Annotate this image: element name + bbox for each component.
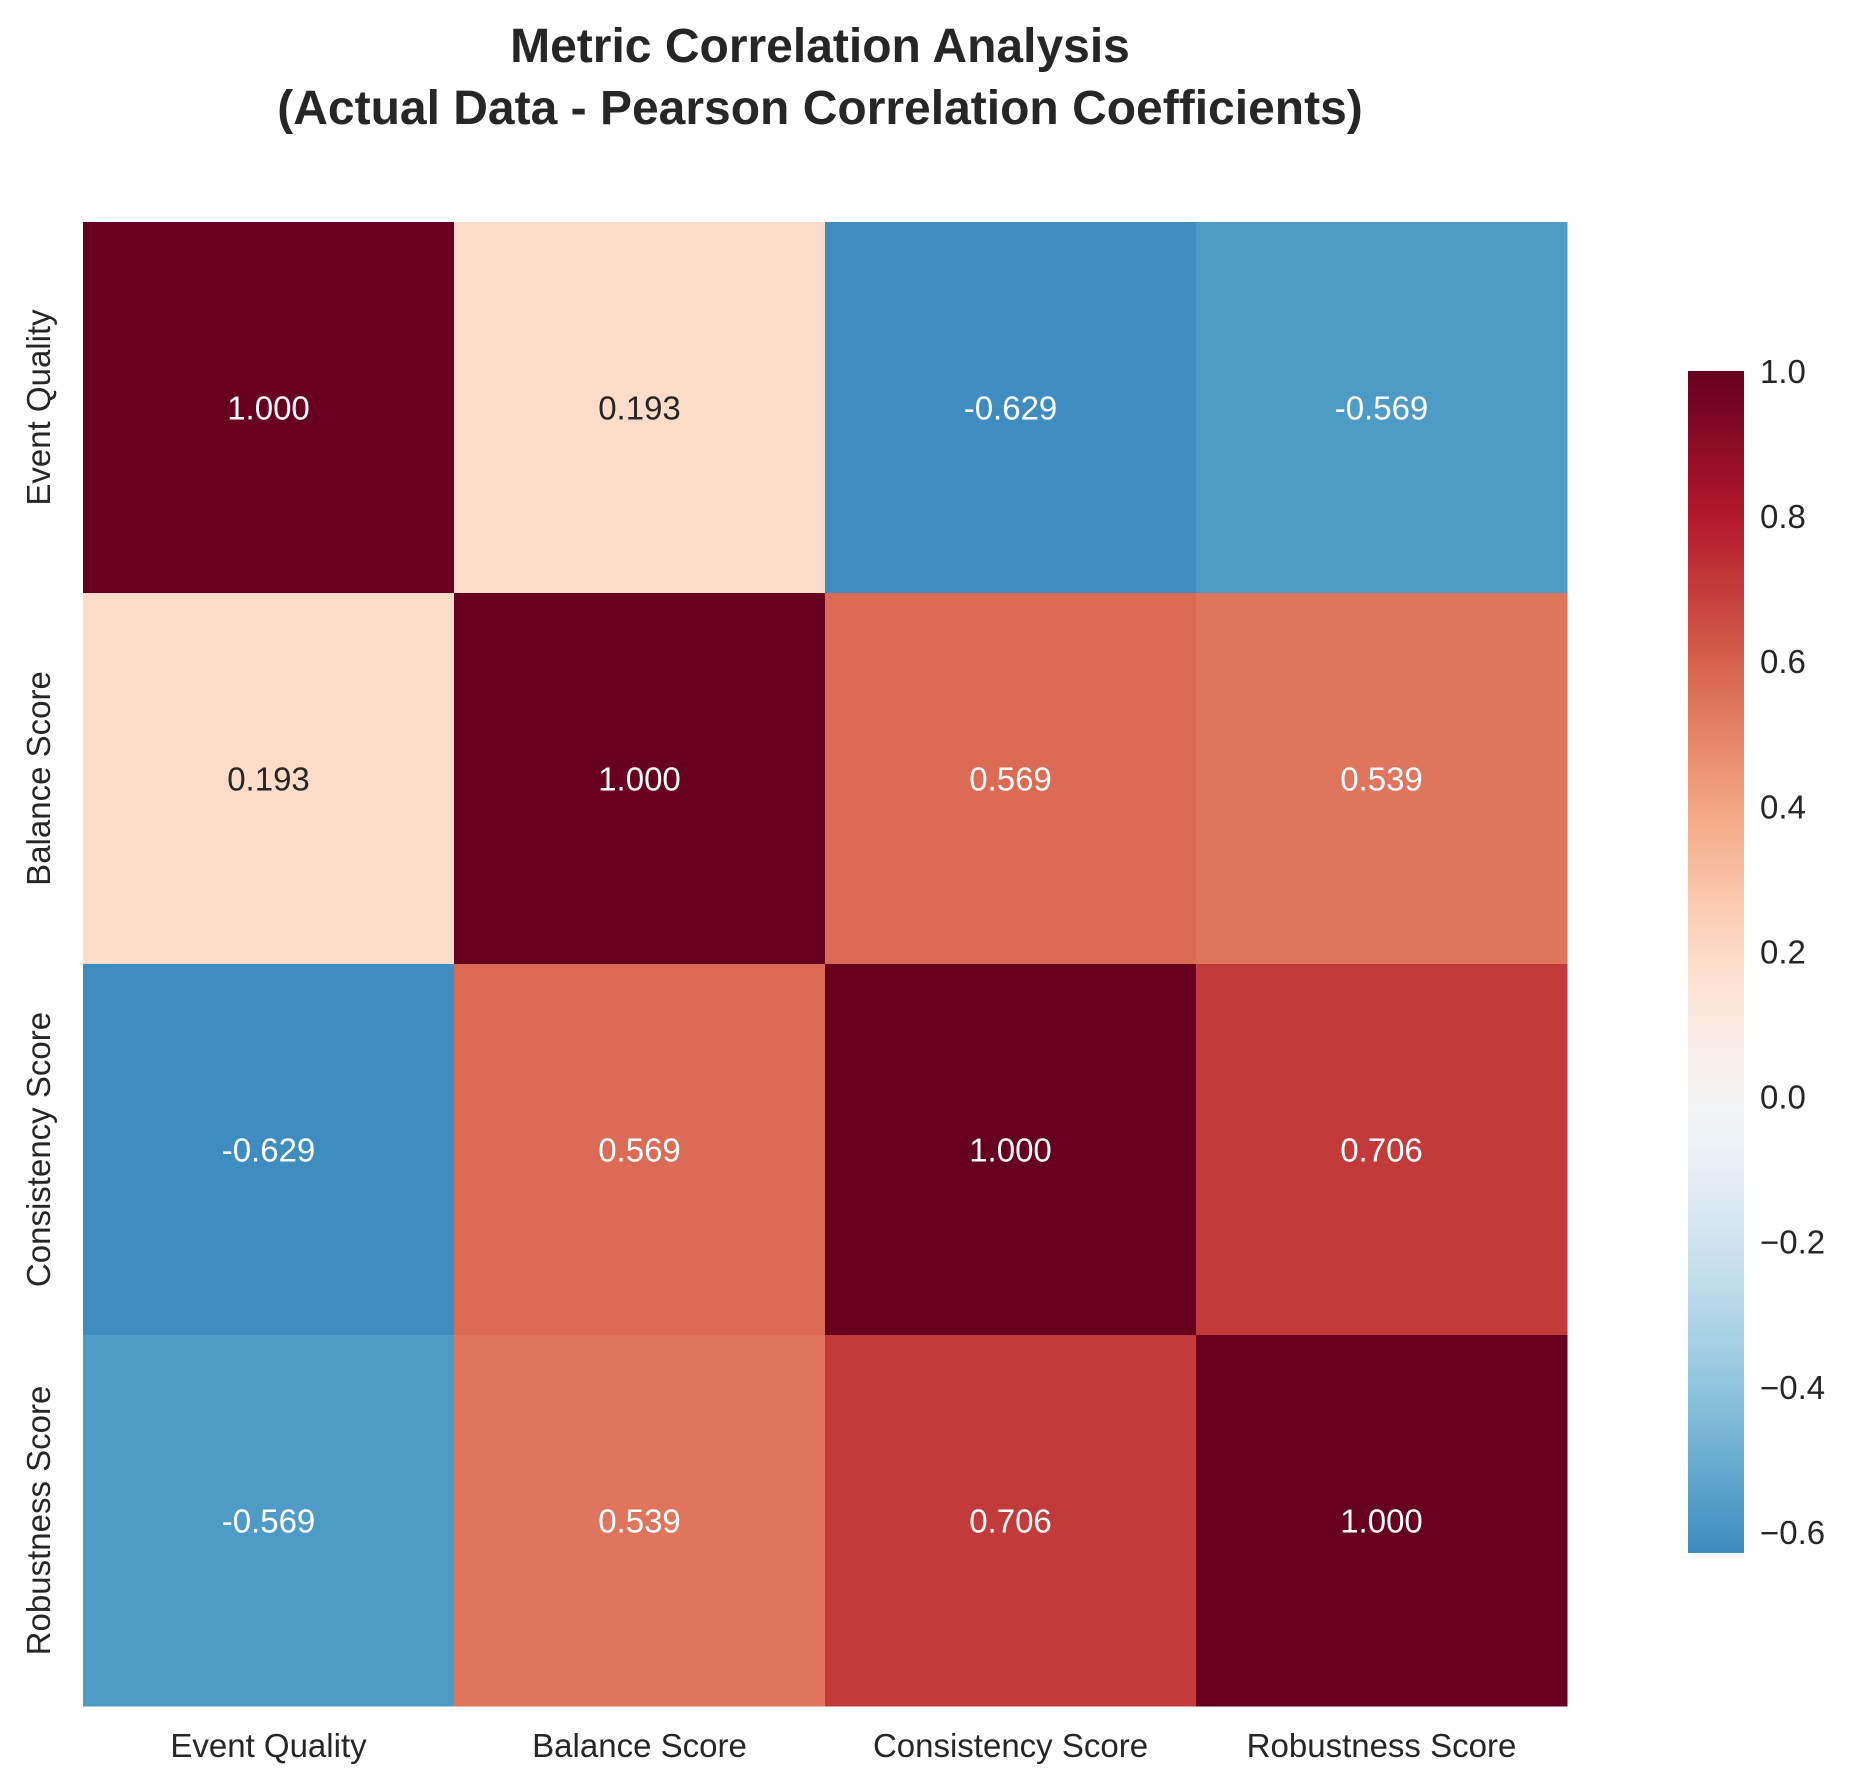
cell-value-label: 1.000 (227, 390, 310, 427)
row-tick-label: Consistency Score (20, 1012, 57, 1287)
cell-value-label: -0.629 (222, 1132, 316, 1169)
col-tick-label: Consistency Score (873, 1727, 1148, 1764)
cell-value-label: -0.569 (222, 1503, 316, 1540)
row-tick-label: Balance Score (20, 671, 57, 886)
colorbar-tick-label: 0.0 (1760, 1079, 1806, 1116)
colorbar-tick-label: 0.6 (1760, 643, 1806, 680)
heatmap-cell (83, 964, 455, 1336)
colorbar-tick-label: 0.4 (1760, 788, 1806, 825)
heatmap-cell (825, 964, 1197, 1336)
cell-value-label: 1.000 (598, 761, 681, 798)
colorbar-gradient (1688, 371, 1744, 1553)
heatmap-cell (1196, 964, 1568, 1336)
heatmap-cell (454, 593, 826, 965)
cell-value-label: 0.539 (1340, 761, 1423, 798)
heatmap-cell (83, 222, 455, 594)
cell-value-label: 0.706 (1340, 1132, 1423, 1169)
cell-value-label: 0.569 (598, 1132, 681, 1169)
heatmap-cell (1196, 222, 1568, 594)
colorbar-tick-label: −0.6 (1760, 1514, 1825, 1551)
colorbar-tick-label: 0.8 (1760, 498, 1806, 535)
colorbar-tick-label: 1.0 (1760, 353, 1806, 390)
colorbar: 1.0 0.8 0.6 0.4 0.2 0.0 −0.2 −0.4 −0.6 (1688, 353, 1825, 1553)
chart-title: Metric Correlation Analysis (Actual Data … (277, 20, 1363, 135)
cell-value-label: -0.569 (1335, 390, 1429, 427)
col-tick-labels: Event Quality Balance Score Consistency Sc… (170, 1727, 1516, 1764)
heatmap-cell (825, 593, 1197, 965)
cell-value-label: 1.000 (969, 1132, 1052, 1169)
cell-value-label: 0.539 (598, 1503, 681, 1540)
row-tick-label: Event Quality (20, 309, 57, 506)
colorbar-tick-label: −0.4 (1760, 1369, 1825, 1406)
heatmap-cells: 1.000 0.193 -0.629 -0.569 0.193 1.000 0.569 0.5… (83, 222, 1568, 1707)
colorbar-tick-label: 0.2 (1760, 933, 1806, 970)
heatmap-cell (83, 1335, 455, 1707)
heatmap-cell (454, 964, 826, 1336)
row-tick-labels: Event Quality Balance Score Consistency Sc… (20, 309, 57, 1655)
heatmap-cell (825, 1335, 1197, 1707)
cell-value-label: 1.000 (1340, 1503, 1423, 1540)
heatmap-cell (1196, 593, 1568, 965)
cell-value-label: 0.193 (598, 390, 681, 427)
title-line: Metric Correlation Analysis (510, 20, 1130, 73)
cell-value-label: -0.629 (964, 390, 1058, 427)
heatmap-cell (454, 222, 826, 594)
cell-value-label: 0.706 (969, 1503, 1052, 1540)
heatmap-cell (1196, 1335, 1568, 1707)
col-tick-label: Balance Score (532, 1727, 747, 1764)
heatmap-cell (83, 593, 455, 965)
cell-value-label: 0.569 (969, 761, 1052, 798)
row-tick-label: Robustness Score (20, 1386, 57, 1656)
title-line: (Actual Data - Pearson Correlation Coeff… (277, 82, 1363, 135)
colorbar-tick-label: −0.2 (1760, 1224, 1825, 1261)
cell-value-label: 0.193 (227, 761, 310, 798)
heatmap-cell (454, 1335, 826, 1707)
heatmap-cell (825, 222, 1197, 594)
col-tick-label: Event Quality (170, 1727, 367, 1764)
col-tick-label: Robustness Score (1247, 1727, 1517, 1764)
